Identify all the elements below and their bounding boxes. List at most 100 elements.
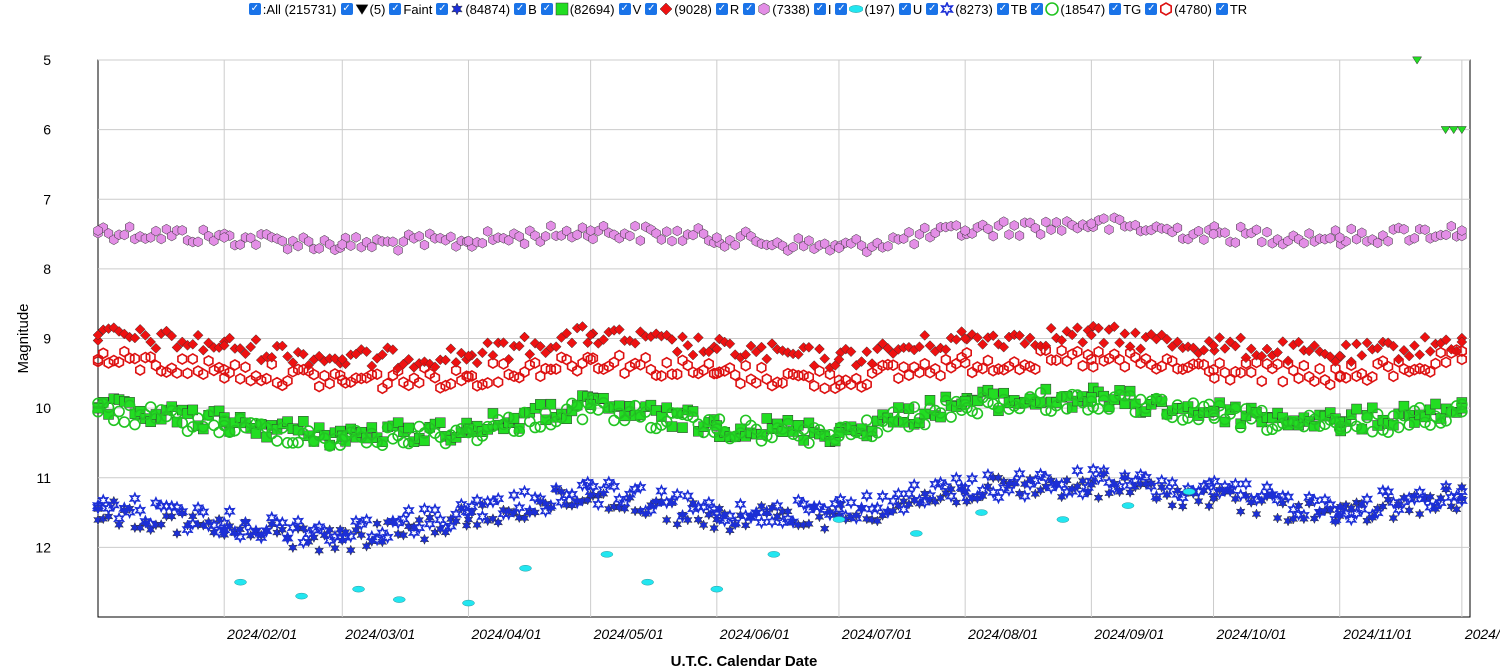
u-marker-icon — [849, 5, 864, 13]
data-point — [1257, 236, 1267, 248]
data-point — [218, 419, 231, 432]
data-point — [1333, 502, 1346, 517]
data-point — [761, 353, 773, 365]
data-point — [1008, 475, 1021, 490]
checkbox-icon[interactable]: ✓ — [813, 3, 826, 15]
data-point — [1218, 479, 1231, 494]
data-point — [523, 504, 536, 519]
checkbox-icon[interactable]: ✓ — [926, 3, 939, 15]
data-point — [208, 364, 219, 377]
checkbox-icon[interactable]: ✓ — [996, 3, 1009, 15]
data-point — [708, 367, 720, 380]
data-point — [1135, 343, 1146, 355]
checkbox-icon[interactable]: ✓ — [1031, 3, 1044, 15]
checkbox-icon[interactable]: ✓ — [835, 3, 848, 15]
data-point — [845, 378, 857, 391]
data-point — [393, 528, 404, 540]
data-point — [161, 366, 172, 378]
data-point — [187, 353, 198, 365]
data-point — [1430, 357, 1441, 370]
data-point — [113, 511, 126, 526]
data-point — [1441, 229, 1451, 241]
legend-item-U[interactable]: ✓ (197) ✓ U — [835, 2, 922, 17]
checkbox-icon[interactable]: ✓ — [618, 3, 631, 15]
data-point — [1324, 497, 1337, 512]
checkbox-icon[interactable]: ✓ — [540, 3, 553, 15]
checkbox-icon[interactable]: ✓ — [248, 3, 261, 15]
legend-item-TG[interactable]: ✓ (18547) ✓ TG — [1031, 2, 1141, 17]
data-point — [1018, 489, 1031, 504]
data-point — [139, 408, 152, 421]
data-point — [1099, 213, 1109, 224]
checkbox-icon[interactable]: ✓ — [743, 3, 756, 15]
data-point — [1304, 370, 1315, 383]
data-point — [1357, 227, 1367, 239]
data-point — [698, 228, 709, 240]
data-point — [755, 515, 768, 530]
data-point — [1309, 375, 1320, 388]
checkbox-icon[interactable]: ✓ — [436, 3, 449, 15]
legend-item-I[interactable]: ✓ (7338) ✓ I — [743, 2, 831, 17]
data-point — [440, 354, 451, 366]
data-point — [1214, 332, 1225, 343]
tr-marker-icon — [1160, 2, 1173, 16]
legend-marker — [555, 2, 569, 16]
checkbox-icon[interactable]: ✓ — [514, 3, 527, 15]
data-point — [1072, 345, 1083, 358]
data-point — [1361, 337, 1373, 349]
data-point — [629, 482, 642, 497]
checkbox-icon[interactable]: ✓ — [898, 3, 911, 15]
data-point — [1040, 344, 1051, 357]
data-point — [1298, 420, 1310, 433]
data-point — [440, 379, 451, 392]
data-point — [1409, 232, 1420, 244]
data-point — [1266, 487, 1279, 502]
data-point — [929, 477, 942, 492]
data-point — [488, 513, 498, 525]
checkbox-icon[interactable]: ✓ — [340, 3, 353, 15]
data-point — [435, 381, 446, 394]
legend-item-R[interactable]: ✓ (9028) ✓ R — [645, 2, 739, 17]
data-point — [530, 506, 540, 519]
data-point — [1434, 417, 1447, 429]
legend-item-TB[interactable]: ✓ (8273) ✓ TB — [926, 2, 1027, 17]
data-point — [1335, 232, 1345, 243]
data-point — [1272, 358, 1283, 371]
checkbox-icon[interactable]: ✓ — [645, 3, 658, 15]
data-point — [692, 418, 705, 431]
checkbox-icon[interactable]: ✓ — [715, 3, 728, 15]
legend-item-all[interactable]: ✓:All (215731) — [248, 2, 337, 17]
data-point — [1035, 344, 1046, 357]
checkbox-icon[interactable]: ✓ — [1145, 3, 1158, 15]
data-point — [840, 374, 851, 387]
legend-item-V[interactable]: ✓ (82694) ✓ V — [540, 2, 641, 17]
data-point — [1409, 363, 1420, 376]
data-point — [1403, 419, 1415, 431]
data-point — [187, 510, 198, 522]
data-point — [414, 514, 425, 526]
checkbox-icon[interactable]: ✓ — [389, 3, 402, 15]
data-point — [313, 519, 326, 534]
data-point — [229, 424, 241, 437]
legend-label: (84874) — [465, 1, 511, 17]
data-point — [793, 349, 804, 360]
legend-item-TR[interactable]: ✓ (4780) ✓ TR — [1145, 2, 1247, 17]
legend-item-faint[interactable]: ✓ (5) ✓ Faint — [340, 2, 432, 17]
data-point — [1455, 493, 1468, 508]
data-point — [975, 509, 988, 516]
data-point — [518, 406, 531, 419]
checkbox-icon[interactable]: ✓ — [1109, 3, 1122, 15]
data-point — [1109, 348, 1120, 361]
checkbox-icon[interactable]: ✓ — [1215, 3, 1228, 15]
data-point — [1176, 414, 1189, 426]
data-point — [845, 346, 857, 358]
data-point — [366, 427, 378, 440]
legend-band-label: B — [528, 1, 537, 17]
data-point — [1356, 422, 1368, 435]
data-point — [550, 341, 562, 353]
data-point — [1398, 344, 1410, 356]
data-point — [529, 357, 541, 369]
data-point — [1383, 360, 1394, 373]
legend-item-B[interactable]: ✓ (84874) ✓ B — [436, 1, 537, 17]
data-point — [197, 504, 210, 519]
